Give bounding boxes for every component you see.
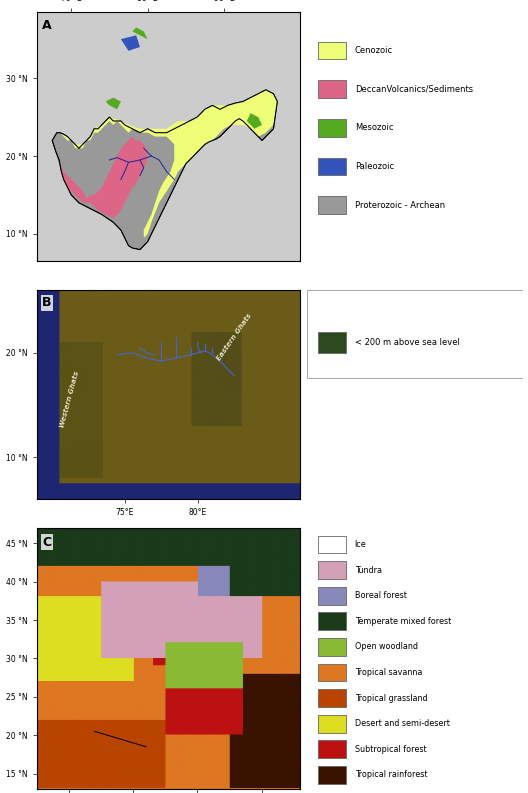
- FancyBboxPatch shape: [307, 290, 523, 377]
- Bar: [318, 80, 346, 98]
- Bar: [318, 119, 346, 136]
- Text: Temperate mixed forest: Temperate mixed forest: [355, 617, 451, 626]
- Bar: [318, 714, 346, 733]
- Polygon shape: [56, 136, 148, 218]
- Polygon shape: [247, 113, 262, 128]
- Bar: [318, 197, 346, 214]
- Text: Tundra: Tundra: [355, 565, 382, 575]
- Bar: [318, 638, 346, 656]
- Bar: [318, 689, 346, 707]
- Polygon shape: [121, 35, 140, 51]
- Text: Open woodland: Open woodland: [355, 642, 418, 651]
- Polygon shape: [60, 90, 277, 238]
- Bar: [318, 766, 346, 783]
- Bar: [318, 158, 346, 175]
- Bar: [318, 612, 346, 630]
- Text: < 200 m above sea level: < 200 m above sea level: [355, 338, 459, 347]
- Text: Subtropical forest: Subtropical forest: [355, 745, 427, 754]
- Bar: [318, 331, 346, 353]
- Text: Tropical rainforest: Tropical rainforest: [355, 771, 427, 780]
- Bar: [318, 741, 346, 758]
- Text: Western Ghats: Western Ghats: [59, 371, 80, 429]
- Text: Paleozoic: Paleozoic: [355, 162, 394, 171]
- Text: DeccanVolcanics/Sediments: DeccanVolcanics/Sediments: [355, 85, 473, 94]
- Text: Tropical savanna: Tropical savanna: [355, 668, 422, 677]
- Bar: [318, 664, 346, 681]
- Polygon shape: [52, 90, 277, 250]
- Text: Tropical grassland: Tropical grassland: [355, 694, 427, 703]
- Text: Desert and semi-desert: Desert and semi-desert: [355, 719, 450, 728]
- Polygon shape: [133, 28, 148, 39]
- Text: C: C: [42, 535, 51, 549]
- Bar: [318, 42, 346, 59]
- Text: Ice: Ice: [355, 540, 366, 549]
- Bar: [318, 561, 346, 579]
- Polygon shape: [106, 98, 121, 109]
- Bar: [318, 535, 346, 554]
- Text: Cenozoic: Cenozoic: [355, 46, 393, 55]
- Text: Boreal forest: Boreal forest: [355, 592, 407, 600]
- Text: Proterozoic - Archean: Proterozoic - Archean: [355, 201, 445, 209]
- Text: Mesozoic: Mesozoic: [355, 124, 393, 132]
- Text: B: B: [42, 297, 52, 309]
- Bar: [318, 587, 346, 604]
- Text: Eastern Ghats: Eastern Ghats: [216, 312, 253, 362]
- Text: A: A: [42, 19, 52, 33]
